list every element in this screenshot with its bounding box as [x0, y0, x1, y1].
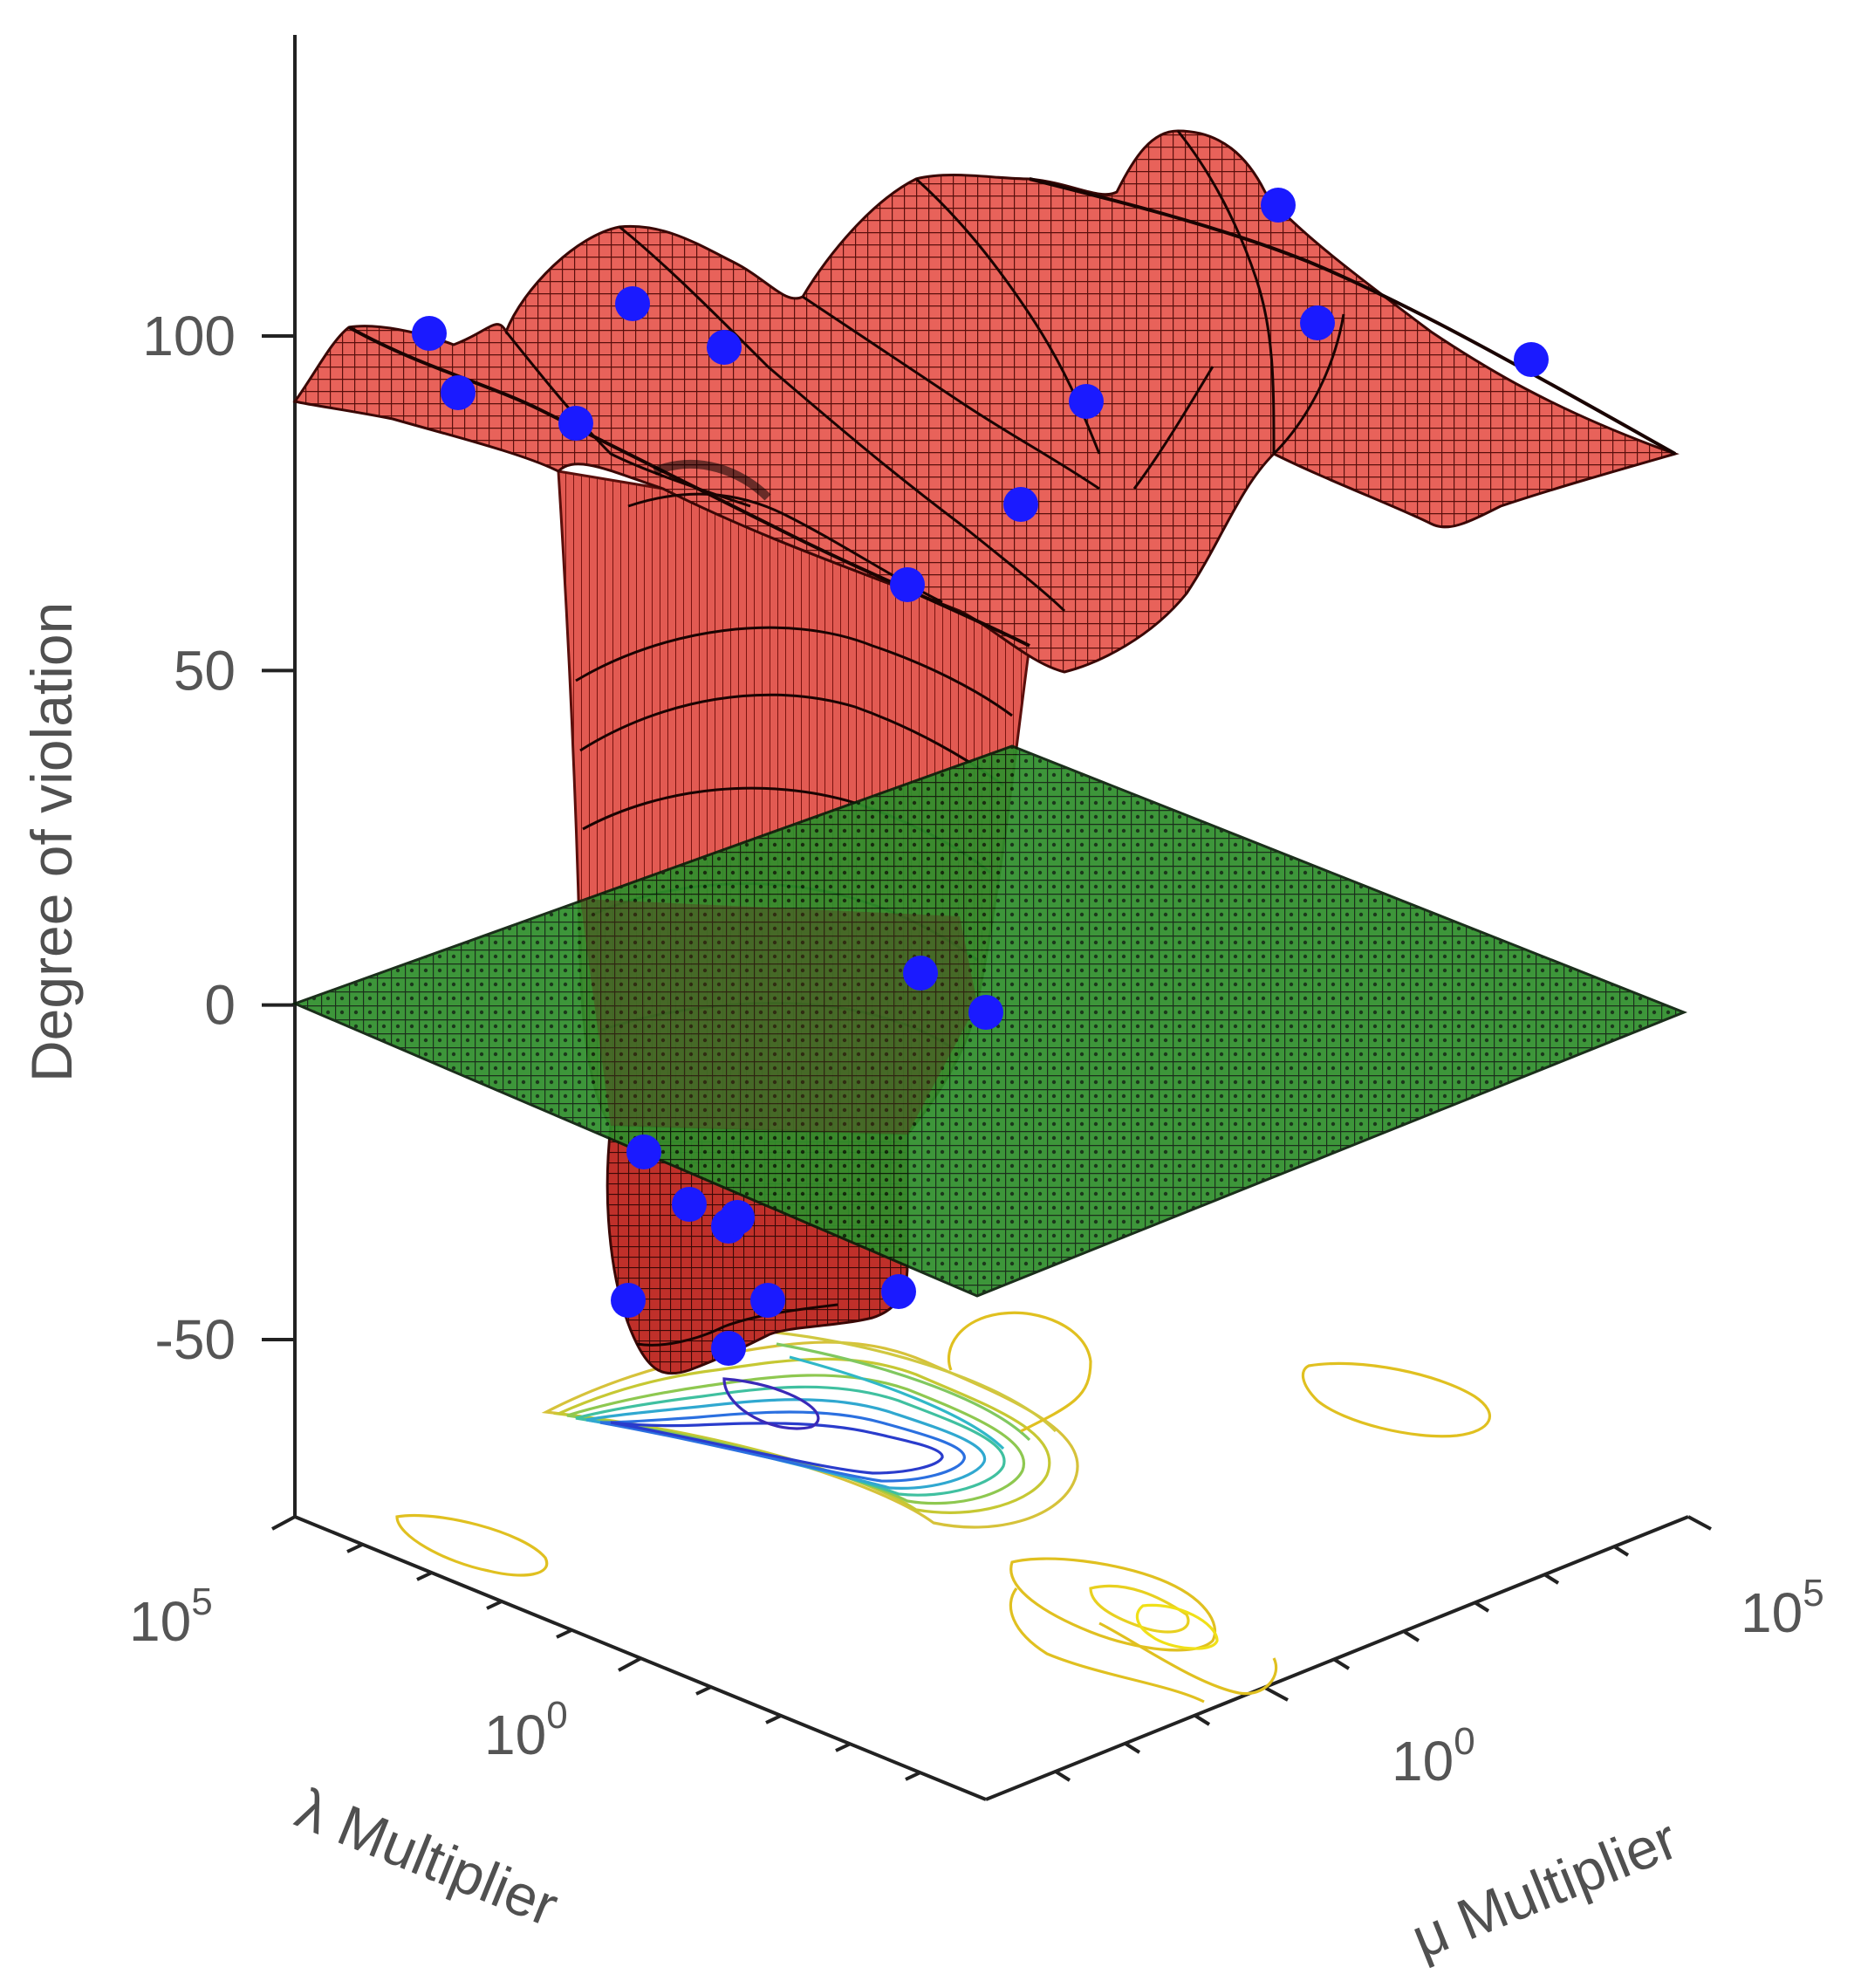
lambda-axis-title: λ Multiplier	[288, 1775, 567, 1938]
sample-marker	[672, 1187, 707, 1222]
sample-marker	[626, 1135, 661, 1169]
sample-marker	[611, 1283, 646, 1318]
lambda-axis-ticks	[271, 1515, 921, 1781]
mu-axis-line	[985, 1515, 1689, 1801]
sample-marker	[903, 956, 938, 991]
sample-marker	[720, 1200, 755, 1235]
z-tick-label: 0	[204, 974, 236, 1037]
sample-marker	[558, 406, 593, 441]
z-tick-label: -50	[155, 1308, 236, 1371]
mu-axis-title: μ Multiplier	[1403, 1806, 1687, 1971]
sample-marker	[1514, 342, 1549, 377]
sample-marker	[711, 1331, 746, 1366]
lambda-tick-1e5: 105	[129, 1580, 213, 1653]
sample-marker	[1261, 188, 1296, 223]
sample-marker	[750, 1283, 785, 1318]
sample-marker	[615, 286, 650, 321]
z-tick-label: 100	[142, 305, 236, 367]
sample-marker	[1003, 487, 1038, 522]
sample-marker	[968, 995, 1003, 1030]
surface-upper	[292, 129, 1680, 674]
mu-axis-ticks	[1054, 1515, 1712, 1782]
z-tick-label: 50	[174, 639, 236, 702]
z-axis-ticks	[262, 334, 295, 1341]
sample-markers	[412, 188, 1549, 1366]
z-tick-labels: 100 50 0 -50	[142, 305, 236, 1371]
z-axis-title: Degree of violation	[19, 602, 84, 1082]
lambda-tick-1e0: 100	[484, 1694, 568, 1766]
surface-curtain-below-plane	[580, 899, 977, 1135]
sample-marker	[707, 330, 742, 365]
sample-marker	[1069, 384, 1104, 419]
sample-marker	[890, 567, 925, 602]
mu-tick-1e5: 105	[1741, 1572, 1824, 1644]
sample-marker	[1300, 305, 1335, 340]
mu-tick-1e0: 100	[1392, 1720, 1475, 1793]
sample-marker	[441, 375, 476, 410]
floor-contours	[395, 1311, 1492, 1704]
sample-marker	[412, 316, 447, 351]
sample-marker	[881, 1274, 916, 1309]
